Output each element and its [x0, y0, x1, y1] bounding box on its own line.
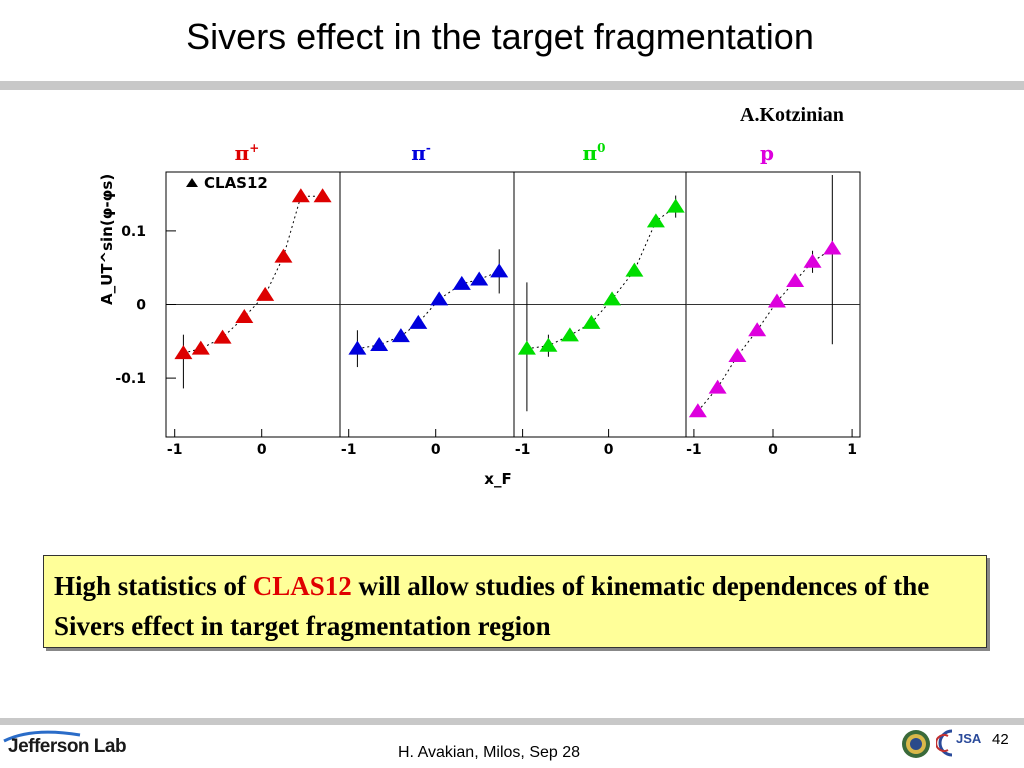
note-highlight-clas12: CLAS12	[252, 571, 352, 601]
x-axis-label: x_F	[484, 470, 511, 488]
data-point-3-3	[748, 322, 767, 337]
note-box: High statistics of CLAS12 will allow stu…	[43, 555, 987, 648]
y-tick-label-2: -0.1	[115, 371, 146, 387]
panel-label-base-0: π	[235, 141, 250, 165]
data-point-3-0	[688, 403, 707, 418]
data-point-2-0	[517, 340, 536, 355]
data-point-2-6	[646, 213, 665, 228]
jefferson-lab-logo: Jefferson Lab	[8, 736, 127, 757]
data-point-1-1	[370, 336, 389, 351]
panel-label-base-1: π	[411, 141, 426, 165]
x-tick-label-1-1: 0	[431, 442, 441, 458]
data-point-1-3	[409, 314, 428, 329]
data-point-3-2	[728, 348, 747, 363]
data-point-1-0	[348, 340, 367, 355]
panel-label-0: π+	[235, 141, 260, 165]
data-point-0-1	[191, 340, 210, 355]
series-line-3	[697, 248, 833, 412]
data-point-1-7	[490, 263, 509, 278]
data-point-0-3	[235, 309, 254, 324]
x-tick-label-3-2: 1	[847, 442, 857, 458]
y-tick-label-0: 0.1	[121, 224, 146, 240]
slide-title: Sivers effect in the target fragmentatio…	[186, 16, 814, 57]
x-tick-label-0-0: -1	[167, 442, 183, 458]
panel-label-base-2: π	[583, 141, 598, 165]
data-point-3-7	[823, 240, 842, 255]
data-point-1-5	[452, 275, 471, 290]
x-tick-label-2-1: 0	[604, 442, 614, 458]
data-point-3-1	[708, 379, 727, 394]
panel-label-2: π0	[583, 141, 606, 165]
note-text-suffix: will allow studies of kinematic dependen…	[54, 571, 930, 641]
footer-text: H. Avakian, Milos, Sep 28	[398, 744, 581, 761]
data-point-0-7	[313, 188, 332, 203]
panel-label-sup-1: -	[426, 141, 431, 155]
data-point-1-6	[470, 271, 489, 286]
panel-label-1: π-	[411, 141, 431, 165]
page-number: 42	[992, 731, 1009, 748]
data-point-0-0	[174, 345, 193, 360]
doe-seal-icon	[902, 730, 930, 758]
data-point-3-4	[767, 293, 786, 308]
data-point-0-2	[213, 329, 232, 344]
jsa-logo: JSA	[936, 729, 982, 757]
data-point-2-3	[582, 314, 601, 329]
data-point-0-5	[274, 248, 293, 263]
series-line-0	[183, 195, 323, 354]
footer-divider	[0, 718, 1024, 725]
data-point-3-5	[786, 272, 805, 287]
x-tick-label-1-0: -1	[341, 442, 357, 458]
x-tick-label-3-1: 0	[768, 442, 778, 458]
sivers-asymmetry-chart: -1 0π+-1 0π--1 0π0-1 0 1p0.10-0.1A_UT^sin(φ-φ…	[98, 141, 861, 488]
note-text-prefix: High statistics of	[54, 571, 253, 601]
data-point-0-6	[291, 188, 310, 203]
series-line-2	[526, 206, 676, 350]
data-point-3-6	[803, 253, 822, 268]
x-tick-label-0-1: 0	[257, 442, 267, 458]
data-point-2-1	[539, 337, 558, 352]
jefferson-lab-swoosh-icon	[3, 730, 81, 743]
legend-label: CLAS12	[204, 174, 268, 192]
panel-label-base-3: p	[760, 141, 774, 165]
y-axis-label: A_UT^sin(φ-φs)	[98, 174, 116, 305]
data-point-1-2	[391, 328, 410, 343]
y-tick-label-1: 0	[136, 298, 146, 314]
panel-label-sup-2: 0	[597, 141, 605, 155]
data-point-0-4	[256, 286, 275, 301]
author-credit: A.Kotzinian	[740, 104, 844, 126]
data-point-2-5	[625, 262, 644, 277]
x-tick-label-3-0: -1	[686, 442, 702, 458]
title-divider	[0, 81, 1024, 90]
panel-label-sup-0: +	[249, 141, 259, 155]
data-point-2-2	[560, 327, 579, 342]
x-tick-label-2-0: -1	[515, 442, 531, 458]
data-point-2-4	[603, 291, 622, 306]
data-point-1-4	[430, 291, 449, 306]
legend-marker	[186, 178, 198, 187]
data-point-2-7	[666, 198, 685, 213]
panel-label-3: p	[760, 141, 774, 165]
jsa-logo-text: JSA	[956, 731, 982, 746]
